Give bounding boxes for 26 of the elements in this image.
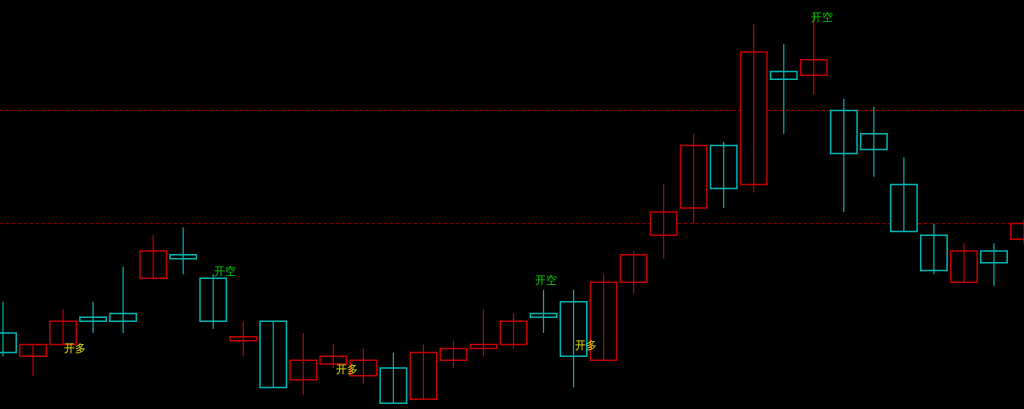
candlestick xyxy=(709,141,738,209)
candlestick xyxy=(229,320,258,357)
candlestick xyxy=(259,320,288,389)
candlestick xyxy=(619,250,648,295)
candlestick xyxy=(109,265,138,334)
annotation: 开多 xyxy=(64,342,86,355)
candlestick xyxy=(19,343,47,377)
candlestick xyxy=(889,156,918,233)
candlestick xyxy=(289,332,318,396)
candlestick xyxy=(859,105,888,178)
candlestick xyxy=(499,312,528,350)
candlestick xyxy=(949,242,978,283)
annotation: 开空 xyxy=(214,265,236,278)
candlestick xyxy=(679,133,708,225)
candlestick xyxy=(919,223,948,275)
candlestick xyxy=(379,351,408,404)
annotation: 开空 xyxy=(535,274,557,287)
candlestick xyxy=(139,234,168,280)
candlestick xyxy=(649,184,678,260)
candlestick xyxy=(769,43,798,135)
candlestick xyxy=(980,242,1008,287)
candlestick xyxy=(739,23,768,193)
candlestick xyxy=(829,98,858,213)
candlestick xyxy=(169,226,198,275)
candlestick xyxy=(409,344,438,400)
candlestick xyxy=(439,340,468,369)
